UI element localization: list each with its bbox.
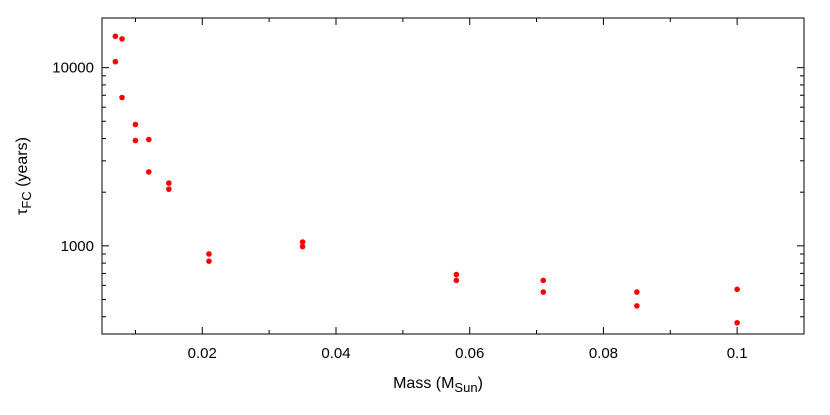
x-axis-title: Mass (MSun) (393, 375, 483, 395)
data-point (540, 277, 547, 284)
data-point (132, 137, 139, 144)
x-axis-title-subscript: Sun (454, 380, 477, 395)
data-point (634, 289, 640, 295)
data-point (112, 33, 119, 40)
data-point (734, 319, 740, 326)
data-point (540, 289, 547, 295)
data-point (146, 136, 152, 143)
data-point (453, 271, 460, 278)
data-point (166, 180, 172, 186)
data-point (119, 36, 125, 42)
data-point (132, 121, 139, 128)
data-point (634, 303, 640, 309)
x-tick-label: 0.02 (188, 345, 217, 362)
y-axis-title-main: τ (14, 208, 31, 215)
data-points (112, 33, 740, 326)
x-tick-label: 0.06 (455, 345, 484, 362)
x-axis-title-suffix: ) (478, 375, 483, 392)
y-ticks: 1000 10000 (52, 60, 804, 318)
data-point (206, 251, 212, 257)
x-tick-label: 0.1 (727, 345, 748, 362)
y-tick-label: 1000 (61, 238, 94, 255)
data-point (146, 169, 152, 175)
x-tick-label: 0.08 (589, 345, 618, 362)
y-tick-label: 10000 (52, 60, 94, 77)
data-point (119, 94, 125, 101)
data-point (206, 258, 212, 264)
y-axis-title-subscript: FC (19, 191, 34, 208)
plot-frame (101, 17, 805, 335)
data-point (453, 277, 460, 284)
x-axis-title-main: Mass (M (393, 375, 454, 392)
data-point (734, 286, 740, 293)
data-point (299, 243, 306, 250)
y-axis-title-suffix: (years) (14, 137, 31, 191)
y-axis-title: τFC (years) (14, 137, 34, 215)
data-point (299, 239, 306, 245)
data-point (166, 186, 172, 192)
x-tick-label: 0.04 (321, 345, 350, 362)
data-point (112, 58, 119, 65)
x-ticks: 0.02 0.04 0.06 0.08 0.1 (134, 18, 805, 362)
